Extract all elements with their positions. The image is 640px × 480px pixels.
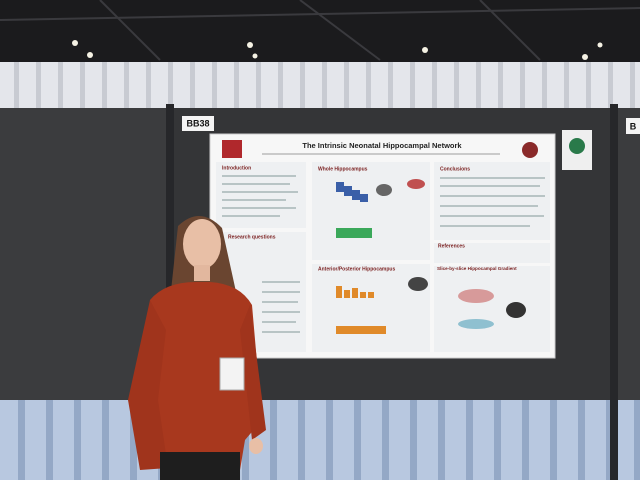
board-number: B xyxy=(630,121,637,131)
qr-icon xyxy=(569,138,585,154)
section-heading: Conclusions xyxy=(440,166,470,172)
person xyxy=(128,215,266,480)
section-heading: References xyxy=(438,243,465,249)
board-sign xyxy=(182,116,214,131)
lower-curtain xyxy=(0,395,640,480)
section-heading: Slice-by-slice Hippocampal Gradient xyxy=(437,266,517,271)
board-frame xyxy=(610,104,618,480)
poster: The Intrinsic Neonatal Hippocampal Netwo… xyxy=(209,133,556,359)
section-heading: Whole Hippocampus xyxy=(318,166,368,172)
section-heading: Anterior/Posterior Hippocampus xyxy=(318,266,395,272)
poster-title: The Intrinsic Neonatal Hippocampal Netwo… xyxy=(302,141,462,150)
section-heading: Research questions xyxy=(228,234,276,240)
back-curtain xyxy=(0,62,640,110)
board-number: BB38 xyxy=(186,118,209,128)
ceiling-lights xyxy=(72,40,603,60)
ceiling-trusses xyxy=(0,0,640,61)
board-sign xyxy=(626,118,640,134)
section-heading: Introduction xyxy=(222,165,251,171)
poster-board xyxy=(617,108,640,400)
